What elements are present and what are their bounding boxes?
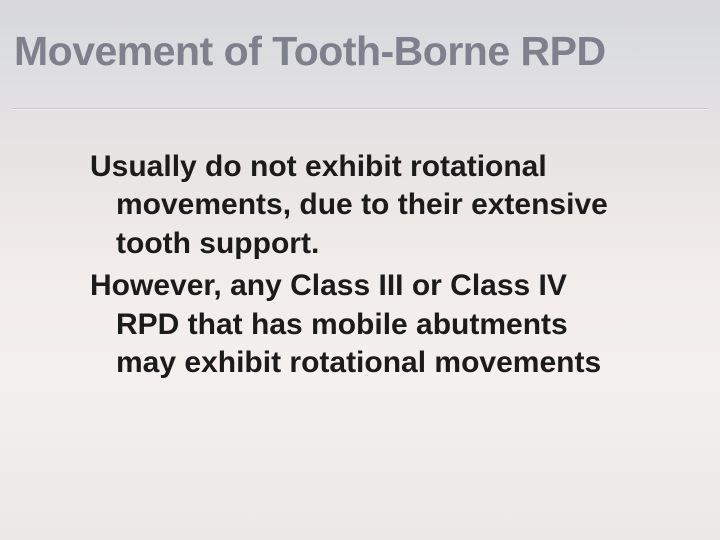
slide: Movement of Tooth-Borne RPD Usually do n… bbox=[0, 0, 720, 540]
slide-body: Usually do not exhibit rotational moveme… bbox=[90, 148, 630, 386]
body-paragraph-1: Usually do not exhibit rotational moveme… bbox=[90, 148, 630, 263]
title-divider bbox=[12, 108, 708, 110]
body-paragraph-2: However, any Class III or Class IV RPD t… bbox=[90, 267, 630, 382]
slide-title: Movement of Tooth-Borne RPD bbox=[14, 28, 706, 75]
